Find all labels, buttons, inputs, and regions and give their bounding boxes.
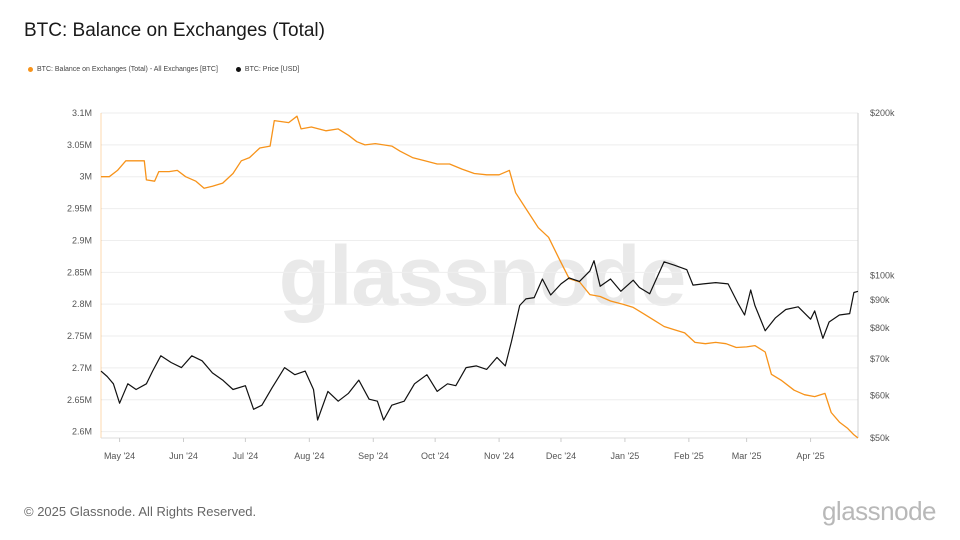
x-tick-label: Aug '24 — [294, 451, 324, 461]
x-tick-label: Sep '24 — [358, 451, 388, 461]
y-left-tick-label: 2.85M — [67, 267, 92, 277]
glassnode-logo: glassnode — [821, 496, 937, 526]
legend-swatch-price — [235, 67, 241, 72]
chart-legend: BTC: Balance on Exchanges (Total) - All … — [28, 66, 299, 73]
x-tick-label: Dec '24 — [546, 451, 576, 461]
y-right-tick-label: $80k — [870, 323, 890, 333]
legend-swatch-balance — [28, 67, 33, 72]
y-right-tick-label: $90k — [870, 295, 890, 305]
x-tick-label: Jun '24 — [169, 451, 198, 461]
x-tick-label: Nov '24 — [484, 451, 514, 461]
legend-label-price: BTC: Price [USD] — [244, 66, 300, 73]
y-left-tick-label: 3.1M — [72, 108, 92, 118]
series-line-balance — [101, 115, 859, 439]
legend-item-balance[interactable]: BTC: Balance on Exchanges (Total) - All … — [28, 66, 218, 73]
x-tick-label: May '24 — [104, 451, 135, 461]
legend-item-price[interactable]: BTC: Price [USD] — [235, 66, 300, 73]
grid-lines — [101, 112, 858, 433]
x-tick-label: Mar '25 — [732, 451, 762, 461]
y-left-tick-label: 2.7M — [72, 363, 92, 373]
y-left-tick-label: 2.95M — [67, 204, 92, 214]
x-tick-label: Apr '25 — [796, 451, 824, 461]
y-left-tick-label: 2.6M — [72, 427, 92, 437]
x-tick-label: Feb '25 — [674, 451, 704, 461]
x-tick-label: Jan '25 — [611, 451, 640, 461]
series-line-price — [100, 260, 859, 421]
y-left-tick-label: 3.05M — [67, 140, 92, 150]
legend-label-balance: BTC: Balance on Exchanges (Total) - All … — [37, 66, 218, 73]
y-right-tick-label: $200k — [870, 108, 895, 118]
chart-axes — [100, 113, 859, 442]
y-right-tick-label: $70k — [870, 354, 890, 364]
x-tick-label: Jul '24 — [233, 451, 259, 461]
x-tick-label: Oct '24 — [421, 451, 449, 461]
watermark-text: glassnode — [279, 229, 685, 323]
y-left-tick-label: 2.65M — [67, 395, 92, 405]
y-right-tick-label: $50k — [870, 433, 890, 443]
chart-series — [100, 115, 859, 439]
y-left-tick-label: 2.75M — [67, 331, 92, 341]
y-right-tick-label: $100k — [870, 271, 895, 281]
page-title: BTC: Balance on Exchanges (Total) — [24, 20, 325, 41]
y-left-tick-label: 2.8M — [72, 299, 92, 309]
y-right-tick-label: $60k — [870, 390, 890, 400]
copyright-text: © 2025 Glassnode. All Rights Reserved. — [24, 504, 257, 519]
tick-labels: 2.6M 2.65M 2.7M 2.75M 2.8M 2.85M 2.9M 2.95M 3M 3.… — [67, 108, 895, 461]
y-left-tick-label: 3M — [79, 172, 92, 182]
y-left-tick-label: 2.9M — [72, 235, 92, 245]
